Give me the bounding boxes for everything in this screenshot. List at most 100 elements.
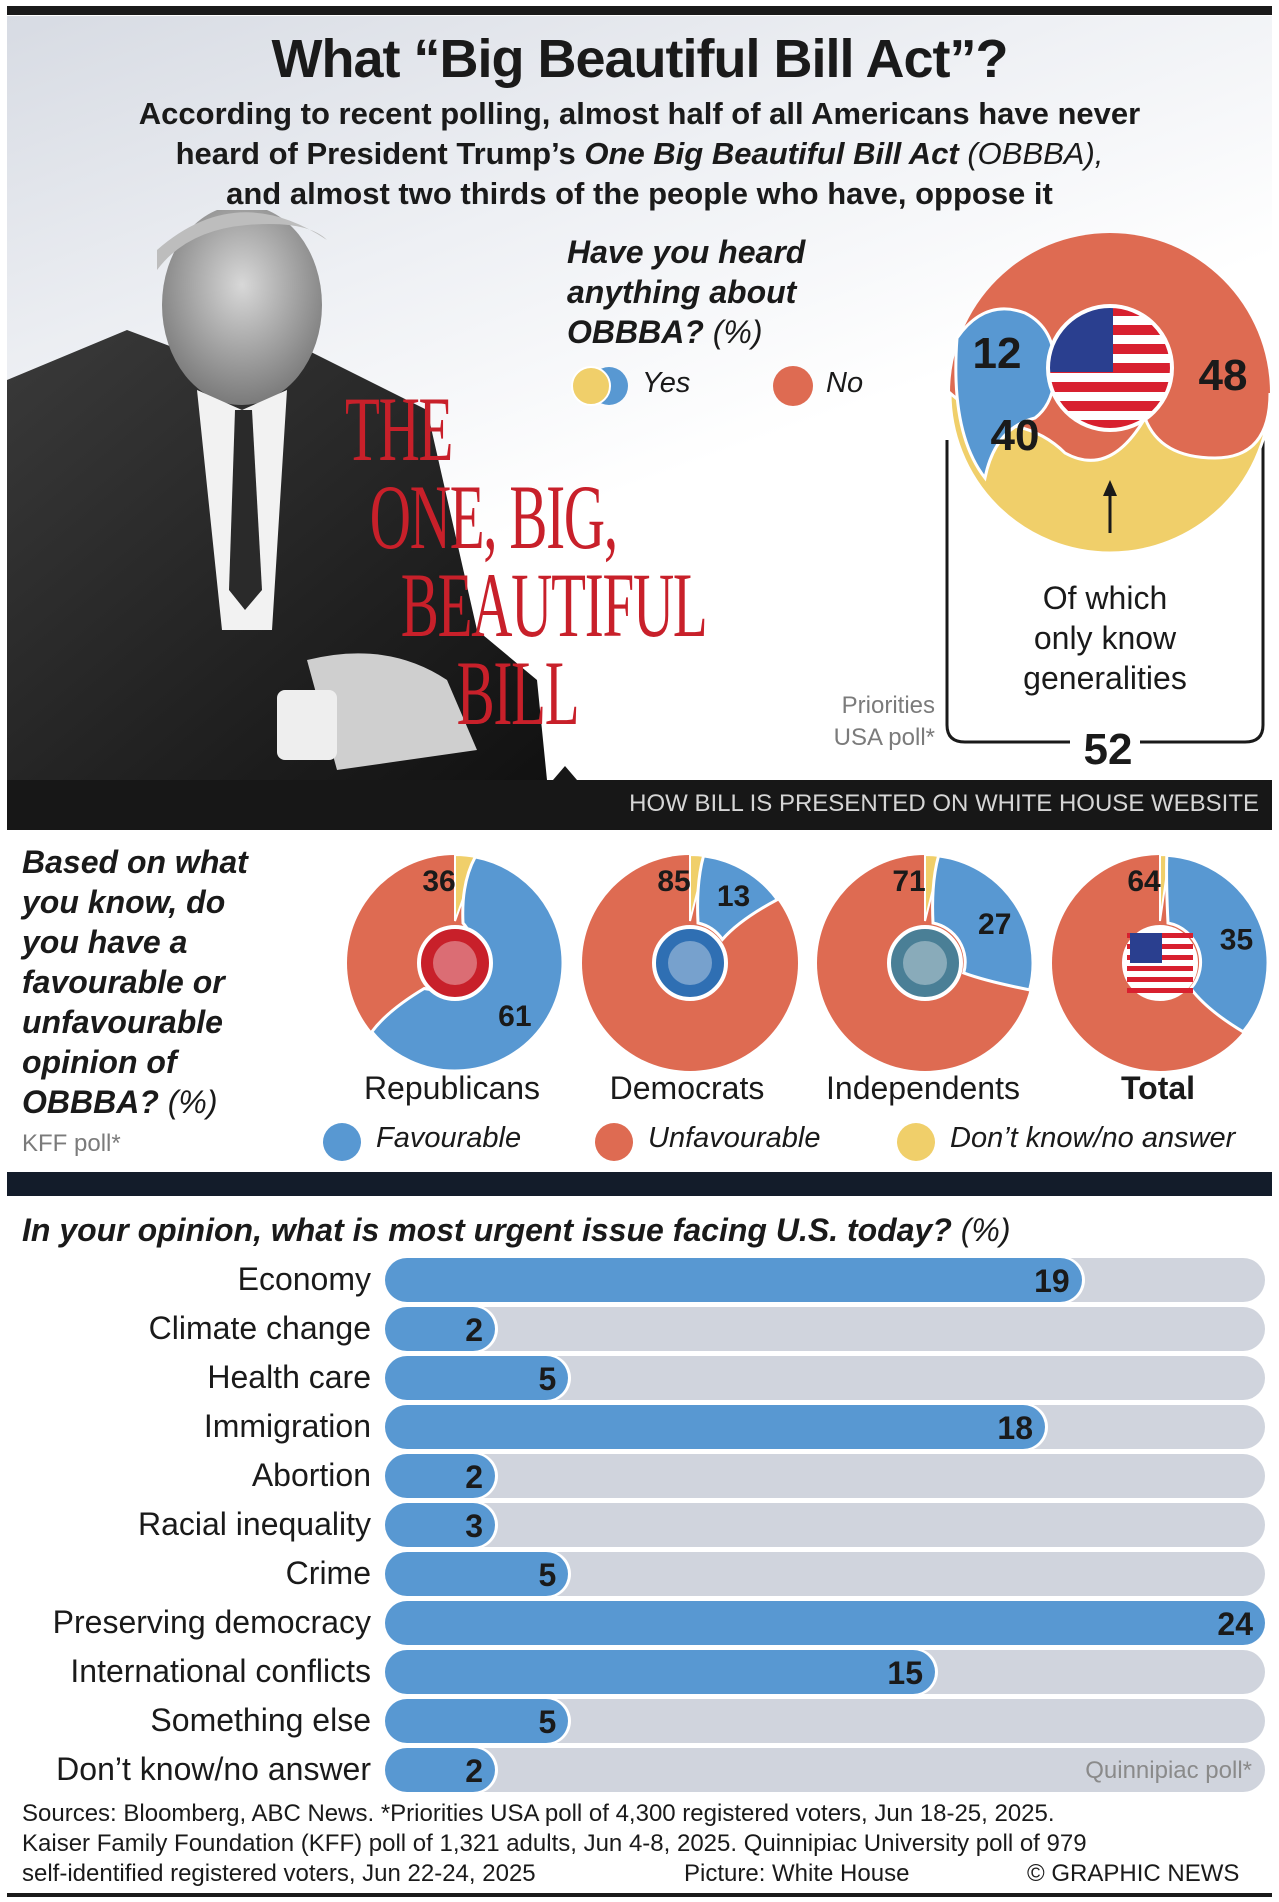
priorities-source: Priorities USA poll* [790,690,935,754]
page-title: What “Big Beautiful Bill Act”? [271,29,1009,89]
legend-favourable: Favourable [376,1122,522,1154]
dont-know-legend-icon [897,1123,935,1161]
arrow-up-icon [1103,480,1117,496]
quinnipiac-source: Quinnipiac poll* [1085,1757,1252,1784]
bar [385,1405,1045,1449]
photo-caption: HOW BILL IS PRESENTED ON WHITE HOUSE WEB… [629,790,1259,817]
bar-track: 2 [385,1307,1265,1351]
elephant-icon [417,925,493,1001]
heard-question-text: Have you heard anything about OBBBA? (%) [567,234,806,350]
bar-track: 15 [385,1650,1265,1694]
bar-track: 18 [385,1405,1265,1449]
value-yes-detail: 12 [973,329,1022,378]
subtitle-line-1: According to recent polling, almost half… [138,96,1141,131]
annotation-line: only know [1033,620,1177,656]
bar-value-label: 15 [887,1655,923,1691]
bar-value-label: 5 [538,1361,557,1397]
headline-line: BEAUTIFUL [400,554,708,656]
generalities-annotation: Of which only know generalities [960,578,1250,698]
bar-value-label: 5 [538,1704,557,1740]
footer-line-1: Sources: Bloomberg, ABC News. *Prioritie… [22,1800,1055,1827]
value-favourable: 61 [498,1000,531,1033]
bar-track: 5 [385,1356,1265,1400]
bar-label: Health care [207,1359,371,1395]
headline-line: THE [345,378,453,480]
bar-row: Something else 5 [0,1699,1279,1745]
slice-favourable [1165,853,1270,1034]
opinion-question: Based on what you know, do you have a favou… [22,844,248,1120]
value-favourable: 13 [717,880,750,913]
us-flag-icon [1046,304,1174,432]
legend-no: No [826,367,864,399]
bar [385,1699,569,1743]
bar-track: 3 [385,1503,1265,1547]
slice-yes-detail [954,307,1057,482]
group-label-total: Total [1120,1070,1196,1106]
picture-credit: Picture: White House [684,1860,910,1887]
bar-value-label: 18 [997,1410,1033,1446]
slice-yes-generalities [948,389,1272,555]
bar-label: Crime [285,1555,371,1591]
unit-label: (%) [960,1212,1011,1248]
group-label-independents: Independents [826,1070,1020,1106]
chart-title: In your opinion, what is most urgent iss… [22,1212,1011,1249]
copyright: © GRAPHIC NEWS [1027,1860,1240,1887]
bar-row: Climate change 2 [0,1307,1279,1353]
bar-row: Crime 5 [0,1552,1279,1598]
opinion-donut-total: 64 35 [1052,853,1270,1071]
source-line: Priorities [841,692,935,719]
bar-value-label: 3 [465,1508,483,1544]
bar-label: Something else [150,1702,371,1738]
bar [385,1307,495,1351]
caption-strip [7,780,1272,830]
value-unfavourable: 36 [422,865,455,898]
bar-track: 19 [385,1258,1265,1302]
value-no: 48 [1199,351,1248,400]
bar-track: 2 [385,1748,1265,1792]
bar-value-label: 24 [1217,1606,1253,1642]
unit-label: (%) [167,1084,218,1120]
legend-unfavourable: Unfavourable [648,1122,821,1154]
trump-portrait [7,210,547,780]
bar-label: Preserving democracy [52,1604,371,1640]
headline-line: BILL [456,642,580,744]
bar-label: Racial inequality [137,1506,371,1542]
kff-source: KFF poll* [22,1130,121,1157]
heard-question: Have you heard anything about OBBBA? (%) [567,232,805,352]
bar [385,1552,569,1596]
value-unfavourable: 85 [657,865,690,898]
bar-value-label: 19 [1034,1263,1070,1299]
annotation-line: generalities [1023,660,1187,696]
value-yes-generalities: 40 [991,411,1040,460]
slice-favourable [931,854,1035,992]
yes-legend-icon [571,366,628,406]
opinion-donut-democrats: 85 13 [582,853,798,1071]
favourable-legend-icon [323,1123,361,1161]
bar [385,1503,495,1547]
yes-total-value: 52 [1078,725,1138,775]
bar-row: Preserving democracy 24 [0,1601,1279,1647]
bar-row: Racial inequality 3 [0,1503,1279,1549]
subtitle-text: heard of President Trump’s [175,136,585,171]
footer-line-3: self-identified registered voters, Jun 2… [22,1860,536,1887]
bar-row: Immigration 18 [0,1405,1279,1451]
caption-pointer [553,766,577,780]
value-favourable: 35 [1220,923,1253,956]
group-label-democrats: Democrats [609,1070,765,1106]
bill-headline: THE ONE, BIG, BEAUTIFUL BILL [345,378,708,744]
opinion-donut-independents: 71 27 [817,853,1035,1071]
bar-value-label: 2 [465,1459,483,1495]
bar-row: Abortion 2 [0,1454,1279,1500]
bar [385,1356,569,1400]
bar-label: Climate change [148,1310,371,1346]
no-legend-icon [773,366,813,406]
slice-favourable [696,854,780,942]
bottom-rule [7,1893,1272,1897]
bill-name: One Big Beautiful Bill Act [584,136,959,171]
bar [385,1601,1265,1645]
bar-row: Economy 19 [0,1258,1279,1304]
bar-label: Abortion [251,1457,371,1493]
value-unfavourable: 71 [892,865,925,898]
value-unfavourable: 64 [1127,865,1161,898]
top-rule [7,6,1272,15]
